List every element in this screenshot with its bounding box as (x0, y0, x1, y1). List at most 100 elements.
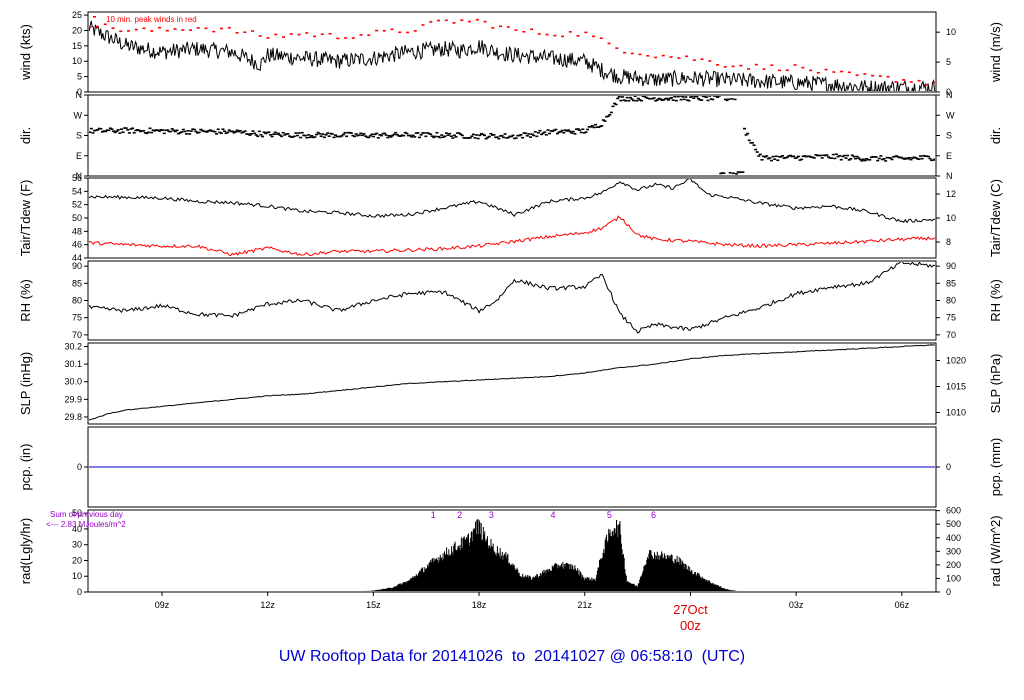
direction-point (313, 136, 317, 138)
direction-point (860, 160, 864, 162)
peak-wind-point (305, 32, 309, 34)
direction-point (519, 133, 523, 136)
direction-point (213, 130, 217, 133)
direction-point (303, 134, 307, 137)
direction-point (305, 136, 309, 139)
peak-wind-point (336, 37, 340, 40)
direction-point (784, 156, 788, 159)
peak-wind-point (863, 73, 867, 75)
y-tick-right-label: W (946, 110, 955, 120)
direction-point (462, 137, 466, 139)
direction-point (235, 129, 239, 132)
direction-point (673, 96, 677, 98)
peak-wind-point (933, 81, 935, 84)
direction-point (563, 129, 567, 131)
direction-point (129, 128, 133, 130)
peak-wind-point (491, 26, 495, 29)
direction-point (639, 99, 643, 102)
y-tick-right-label: 400 (946, 533, 961, 543)
peak-wind-point (150, 30, 154, 32)
direction-point (473, 137, 477, 139)
direction-point (657, 97, 661, 100)
direction-point (180, 131, 184, 133)
direction-point (468, 137, 472, 139)
y-tick-label: 90 (72, 261, 82, 271)
direction-point (576, 128, 580, 130)
peak-wind-point (398, 31, 402, 34)
direction-point (598, 125, 602, 128)
direction-point (911, 157, 915, 159)
direction-point (242, 131, 246, 133)
y-tick-right-label: 12 (946, 189, 956, 199)
panel-frame (87, 342, 937, 425)
peak-wind-point (173, 28, 177, 30)
direction-point (912, 156, 916, 159)
peak-wind-point (119, 30, 123, 33)
peak-wind-point (181, 29, 185, 31)
direction-point (486, 136, 490, 139)
direction-point (627, 99, 631, 102)
y-tick-label: 10 (72, 571, 82, 581)
direction-point (928, 157, 932, 160)
direction-point (270, 135, 274, 138)
direction-point (922, 154, 926, 157)
direction-point (367, 136, 371, 139)
y-axis-label-right: pcp. (mm) (988, 438, 1003, 497)
direction-point (809, 156, 813, 158)
peak-wind-point (584, 31, 588, 34)
panel-frame (87, 260, 937, 341)
peak-wind-point (328, 32, 332, 35)
peak-wind-point (793, 64, 797, 66)
direction-point (177, 132, 181, 135)
direction-point (348, 132, 352, 134)
direction-point (758, 153, 762, 156)
direction-point (834, 153, 838, 156)
direction-point (508, 135, 512, 138)
direction-point (191, 128, 195, 130)
y-tick-right-label: 75 (946, 313, 956, 323)
direction-point (709, 98, 713, 100)
y-tick-right-label: 300 (946, 546, 961, 556)
direction-point (356, 134, 360, 137)
y-tick-label: 5 (77, 72, 82, 82)
direction-point (536, 131, 540, 134)
peak-wind-point (483, 20, 487, 23)
direction-point (403, 131, 407, 134)
direction-point (148, 127, 152, 130)
direction-point (96, 128, 100, 131)
direction-point (655, 99, 659, 101)
direction-point (692, 97, 696, 99)
direction-point (570, 132, 574, 134)
direction-point (918, 155, 922, 157)
direction-point (711, 98, 715, 101)
y-tick-label: 50 (72, 213, 82, 223)
peak-wind-point (266, 37, 270, 39)
direction-point (906, 157, 910, 160)
direction-point (717, 96, 721, 97)
direction-point (601, 119, 605, 121)
direction-point (865, 157, 869, 160)
direction-point (727, 98, 731, 101)
peak-wind-point (576, 35, 580, 37)
direction-point (188, 133, 192, 135)
direction-point (405, 132, 409, 135)
direction-point (107, 129, 111, 132)
direction-point (749, 142, 753, 144)
peak-wind-point (553, 34, 557, 37)
direction-point (606, 115, 610, 118)
direction-point (684, 96, 688, 98)
y-tick-right-label: 90 (946, 261, 956, 271)
y-axis-label: rad(Lgly/hr) (18, 518, 33, 584)
direction-point (779, 156, 783, 158)
direction-point (806, 155, 810, 158)
direction-point (866, 158, 870, 161)
direction-point (118, 132, 122, 134)
direction-point (145, 132, 149, 135)
direction-point (582, 132, 586, 134)
direction-point (332, 136, 336, 139)
direction-point (186, 129, 190, 132)
direction-point (739, 171, 743, 173)
direction-point (484, 137, 488, 140)
y-tick-right-label: 1015 (946, 382, 966, 392)
peak-wind-point (925, 83, 929, 86)
